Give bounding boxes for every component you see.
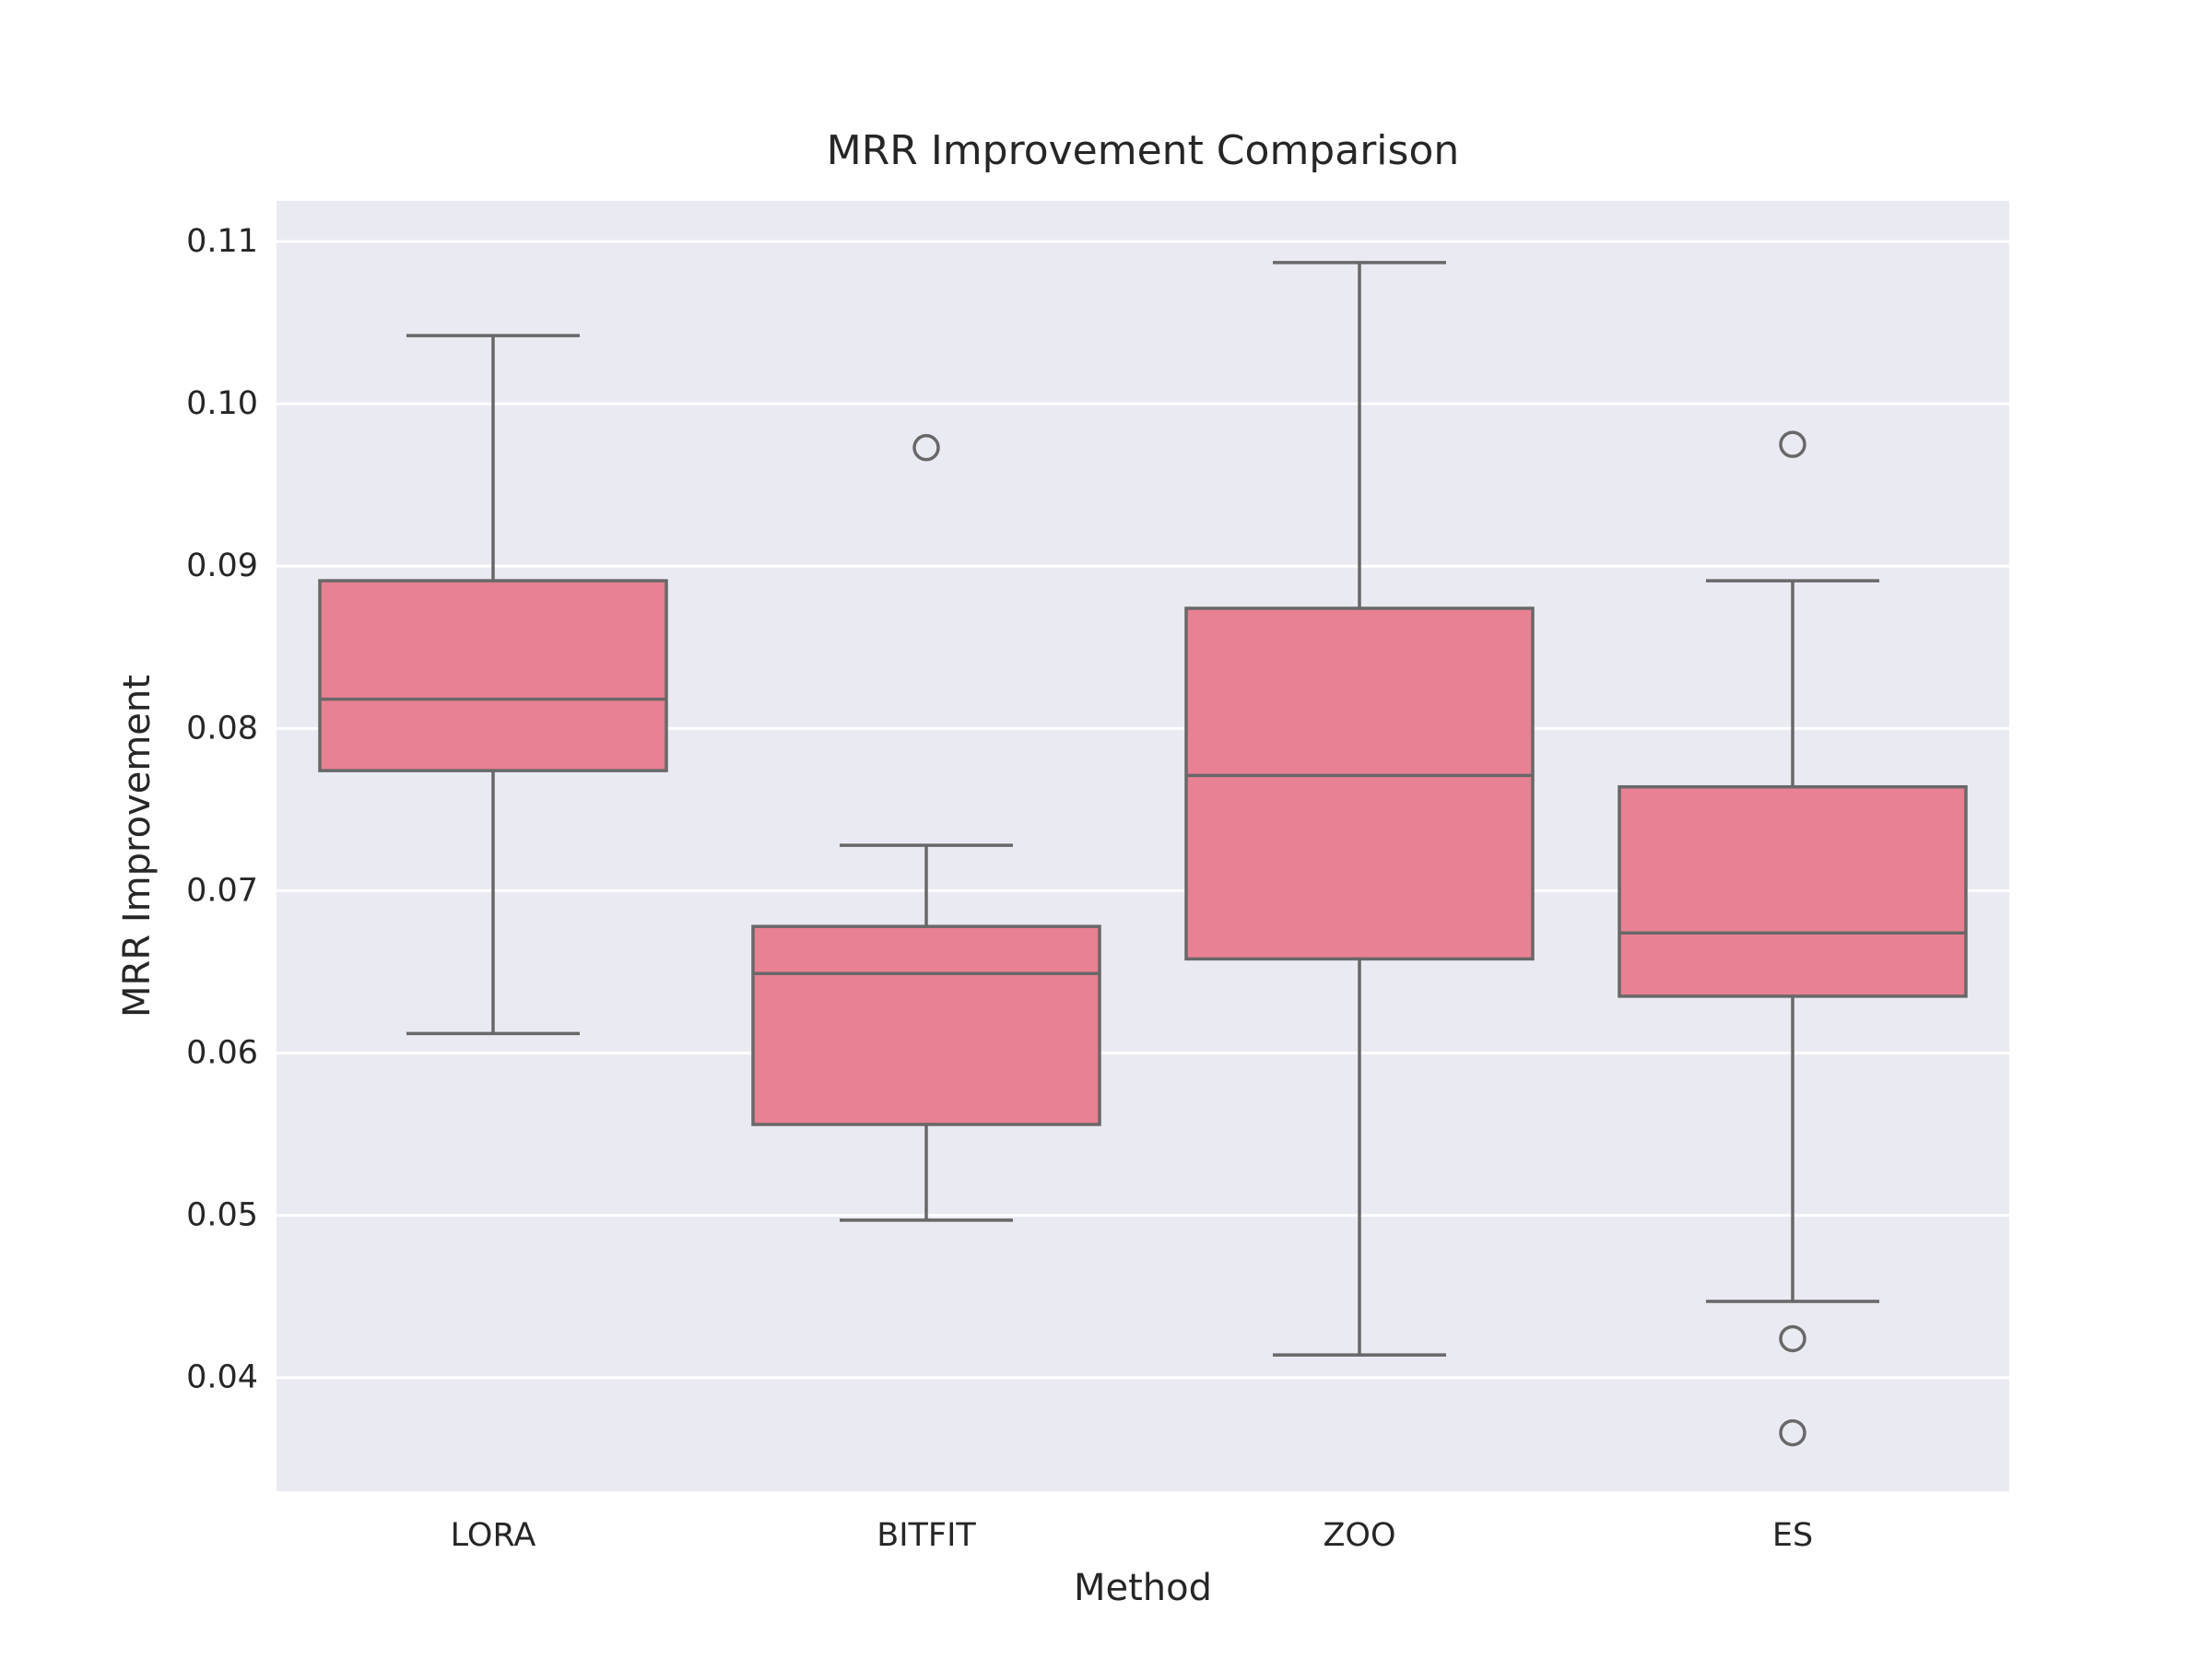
outlier-point bbox=[912, 433, 940, 462]
outlier-point bbox=[1779, 430, 1806, 458]
y-tick-label: 0.04 bbox=[186, 1359, 258, 1396]
box-lora bbox=[318, 334, 668, 1036]
x-axis-ticks: LORA BITFIT ZOO ES bbox=[451, 1517, 1814, 1554]
x-axis-label: Method bbox=[1074, 1567, 1212, 1609]
iqr-box bbox=[751, 924, 1101, 1126]
box-series bbox=[318, 261, 1968, 1447]
box-zoo bbox=[1184, 261, 1535, 1357]
y-tick-label: 0.09 bbox=[186, 547, 258, 584]
y-axis-label: MRR Improvement bbox=[116, 675, 159, 1018]
outlier-point bbox=[1779, 1418, 1806, 1447]
iqr-box bbox=[318, 579, 668, 772]
box-es bbox=[1618, 430, 1968, 1447]
y-tick-label: 0.08 bbox=[186, 710, 258, 747]
y-tick-label: 0.10 bbox=[186, 385, 258, 422]
outlier-point bbox=[1779, 1324, 1806, 1353]
chart-title: MRR Improvement Comparison bbox=[827, 127, 1460, 174]
x-tick-label: ES bbox=[1772, 1517, 1813, 1554]
y-tick-label: 0.06 bbox=[186, 1035, 258, 1072]
y-tick-label: 0.05 bbox=[186, 1197, 258, 1234]
iqr-box bbox=[1618, 784, 1968, 998]
x-tick-label: BITFIT bbox=[877, 1517, 976, 1554]
x-tick-label: LORA bbox=[451, 1517, 536, 1554]
y-tick-label: 0.07 bbox=[186, 872, 258, 909]
box-bitfit bbox=[751, 433, 1101, 1222]
y-tick-label: 0.11 bbox=[186, 223, 258, 260]
grid-lines bbox=[276, 240, 2009, 1380]
x-tick-label: ZOO bbox=[1323, 1517, 1395, 1554]
y-axis-ticks: 0.04 0.05 0.06 0.07 0.08 0.09 0.10 0.11 bbox=[186, 223, 258, 1396]
iqr-box bbox=[1184, 606, 1535, 961]
